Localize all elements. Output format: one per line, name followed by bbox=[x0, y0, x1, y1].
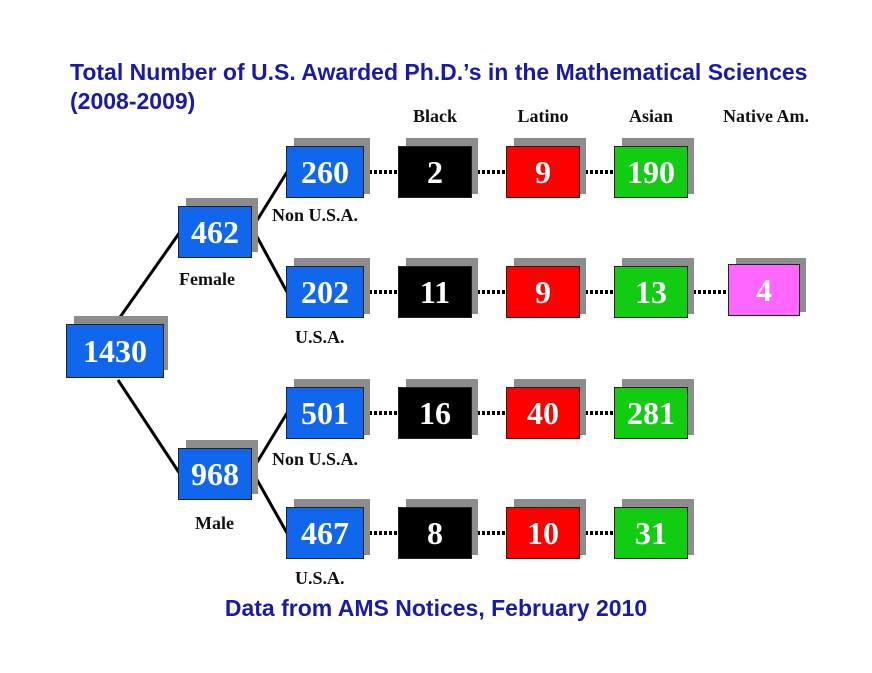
male-nonusa-black-box: 16 bbox=[398, 387, 472, 439]
female-nonusa-black-box: 2 bbox=[398, 146, 472, 198]
source-note: Data from AMS Notices, February 2010 bbox=[224, 595, 648, 621]
female-nonusa-box: 260 bbox=[286, 146, 364, 198]
female-usa-box: 202 bbox=[286, 266, 364, 318]
chart-title: Total Number of U.S. Awarded Ph.D.’s in … bbox=[70, 59, 808, 114]
female-box: 462 bbox=[178, 206, 252, 258]
male-nonusa-latino-box: 40 bbox=[506, 387, 580, 439]
branch-total-male bbox=[116, 379, 182, 475]
branch-male-usa bbox=[254, 477, 289, 534]
branch-total-female bbox=[116, 231, 182, 321]
branch-male-nonusa bbox=[254, 412, 289, 465]
female-nonusa-asian-box: 190 bbox=[614, 146, 688, 198]
column-header-asian: Asian bbox=[628, 106, 673, 126]
female-usa-latino-box: 9 bbox=[506, 266, 580, 318]
female-label: Female bbox=[179, 269, 235, 289]
female-usa-black-box: 11 bbox=[398, 266, 472, 318]
male-box: 968 bbox=[178, 448, 252, 500]
female-usa-native-box: 4 bbox=[728, 264, 800, 316]
female-nonusa-label: Non U.S.A. bbox=[272, 205, 359, 225]
total-box: 1430 bbox=[66, 324, 164, 378]
male-nonusa-label: Non U.S.A. bbox=[272, 449, 359, 469]
male-usa-black-box: 8 bbox=[398, 507, 472, 559]
branch-female-usa bbox=[254, 234, 289, 293]
female-usa-label: U.S.A. bbox=[295, 327, 345, 347]
male-nonusa-asian-box: 281 bbox=[614, 387, 688, 439]
column-header-latino: Latino bbox=[517, 106, 569, 126]
male-nonusa-box: 501 bbox=[286, 387, 364, 439]
branch-female-nonusa bbox=[254, 171, 289, 223]
column-header-black: Black bbox=[412, 106, 457, 126]
male-usa-box: 467 bbox=[286, 507, 364, 559]
female-usa-asian-box: 13 bbox=[614, 266, 688, 318]
male-usa-label: U.S.A. bbox=[295, 568, 345, 588]
male-usa-latino-box: 10 bbox=[506, 507, 580, 559]
column-header-native: Native Am. bbox=[723, 106, 809, 126]
male-usa-asian-box: 31 bbox=[614, 507, 688, 559]
male-label: Male bbox=[195, 513, 234, 533]
female-nonusa-latino-box: 9 bbox=[506, 146, 580, 198]
